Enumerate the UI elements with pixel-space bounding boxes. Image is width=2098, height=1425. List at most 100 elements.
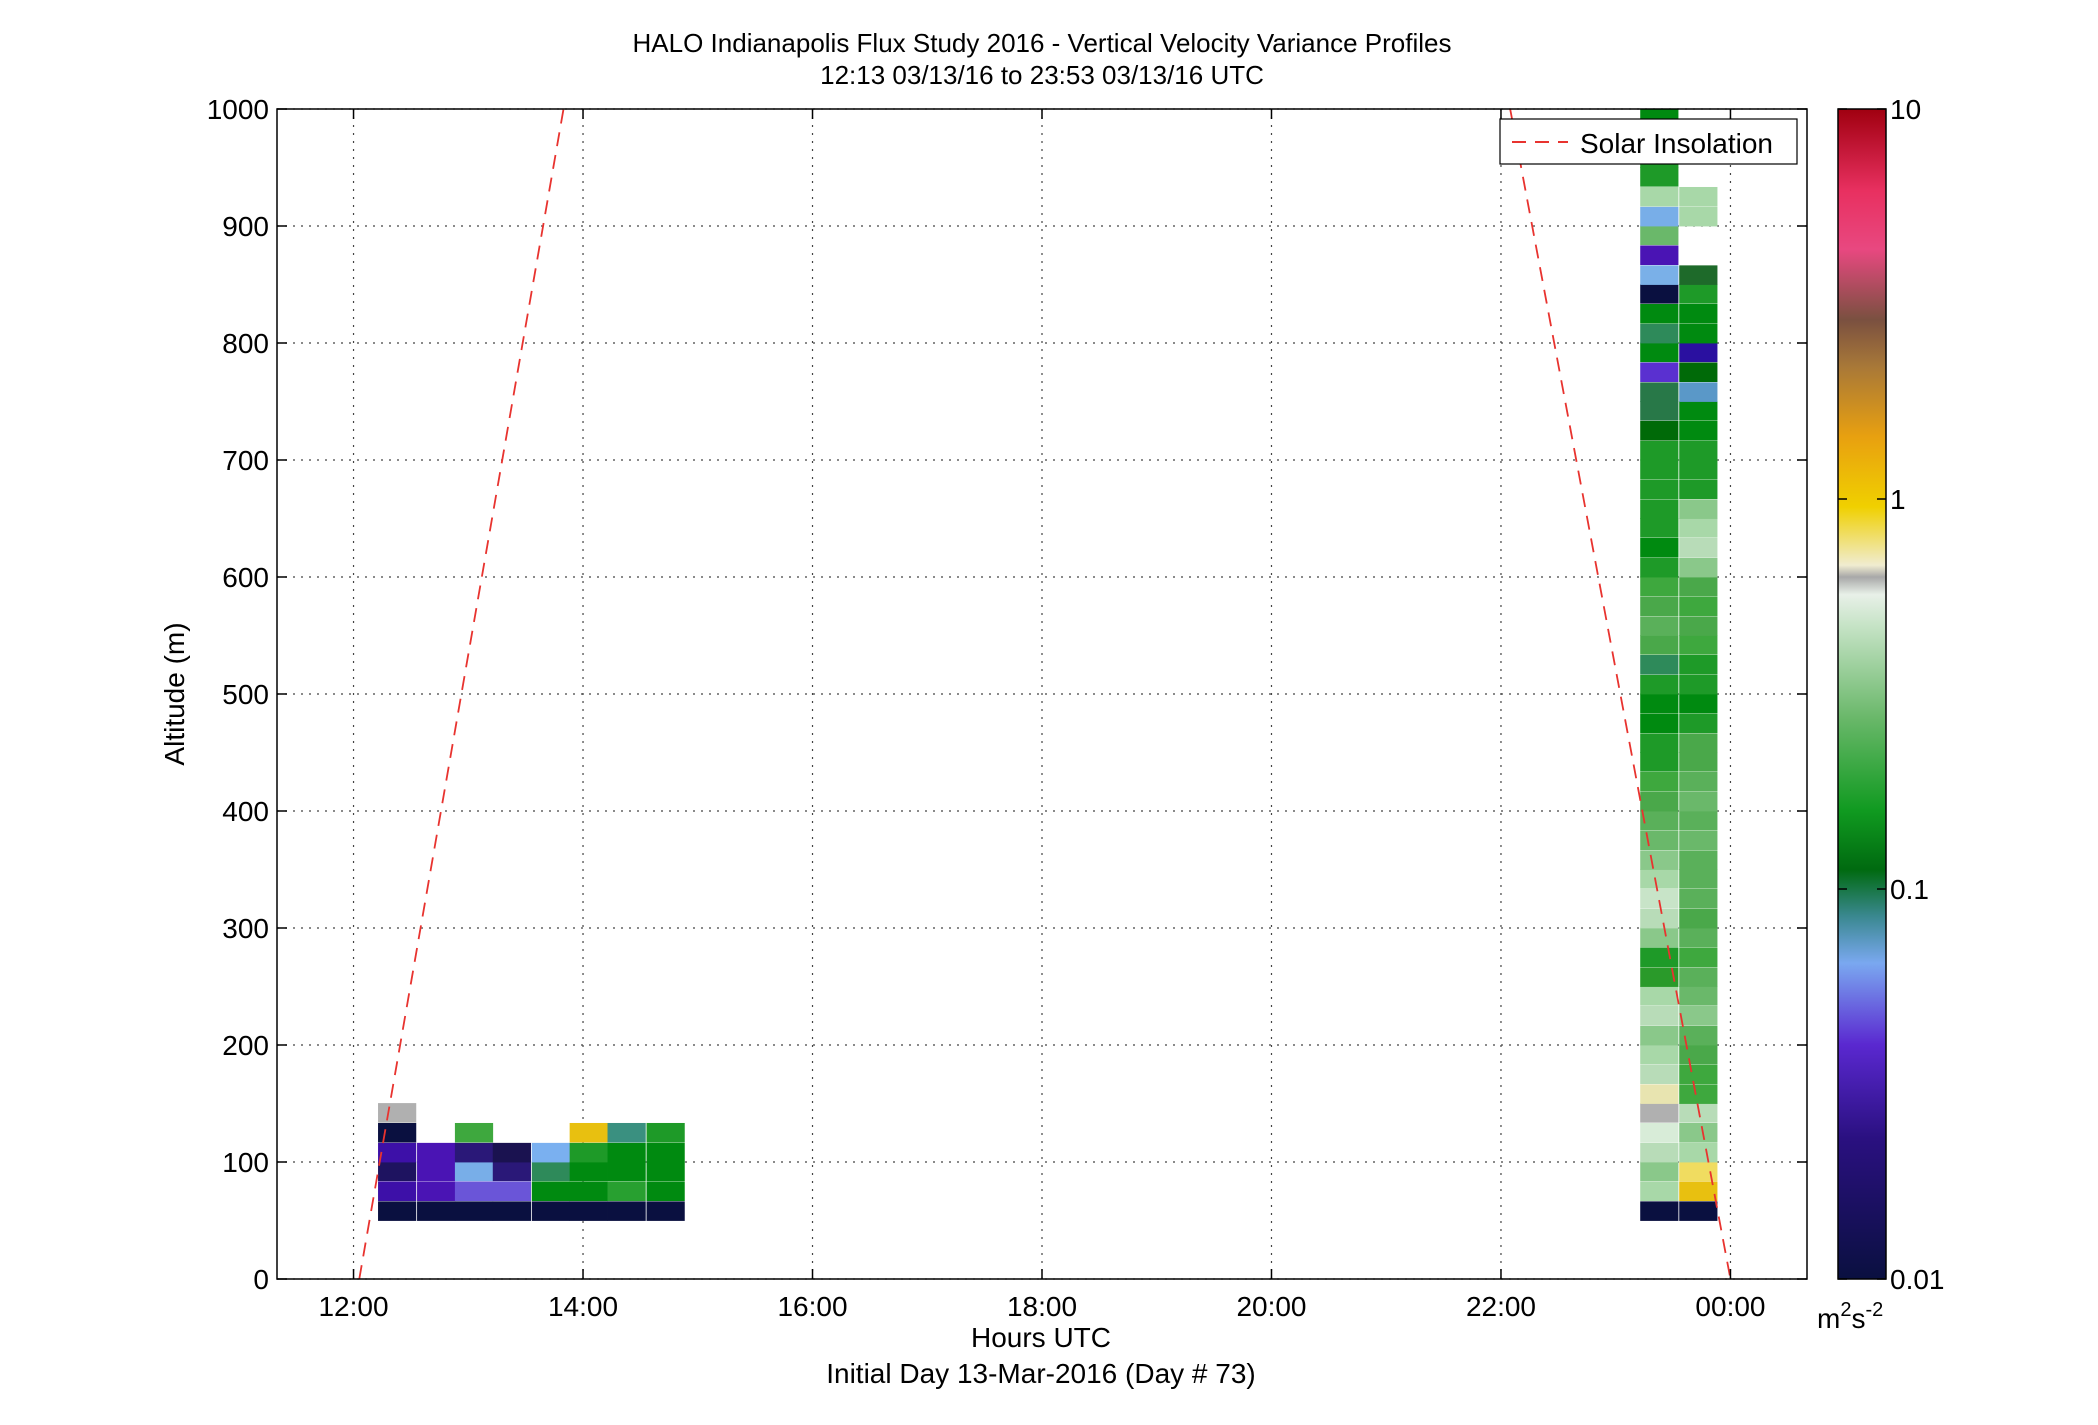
- heatmap-cell-4-3: [531, 1142, 570, 1163]
- heatmap-cell-9-48: [1679, 265, 1718, 285]
- heatmap-cell-9-31: [1679, 596, 1718, 617]
- heatmap-cell-9-13: [1679, 947, 1718, 968]
- heatmap-cell-8-29: [1640, 635, 1679, 655]
- heatmap-cell-8-5: [1640, 1103, 1679, 1123]
- heatmap-cell-8-21: [1640, 791, 1679, 812]
- heatmap-cell-9-24: [1679, 733, 1718, 753]
- colorbar-ticks: 0.01 0.1 1 10: [1838, 94, 1945, 1295]
- heatmap-cell-9-21: [1679, 791, 1718, 812]
- heatmap-cell-9-36: [1679, 499, 1718, 519]
- heatmap-cell-8-37: [1640, 479, 1679, 500]
- x-tick-label-3: 18:00: [1007, 1291, 1077, 1322]
- heatmap-cell-8-19: [1640, 830, 1679, 851]
- heatmap-cell-8-47: [1640, 284, 1679, 304]
- heatmap-cell-8-38: [1640, 459, 1679, 480]
- y-tick-label-7: 700: [222, 445, 269, 476]
- heatmap-cell-9-38: [1679, 459, 1718, 480]
- heatmap-cell-9-6: [1679, 1084, 1718, 1104]
- x-tick-labels: 12:00 14:00 16:00 18:00 20:00 22:00 00:00: [318, 1291, 1765, 1322]
- heatmap-cell-8-22: [1640, 771, 1679, 792]
- chart-title: HALO Indianapolis Flux Study 2016 - Vert…: [632, 28, 1452, 58]
- colorbar-gradient: [1838, 109, 1886, 1279]
- y-tick-label-5: 500: [222, 679, 269, 710]
- heatmap-cell-8-46: [1640, 303, 1679, 324]
- legend-box: [1499, 118, 1798, 165]
- x-tick-label-2: 16:00: [777, 1291, 847, 1322]
- heatmap-cell-8-34: [1640, 537, 1679, 558]
- heatmap-cell-2-3: [454, 1142, 494, 1163]
- solar-insolation-lines: [358, 108, 1732, 1280]
- heatmap-cell-9-10: [1679, 1005, 1718, 1026]
- heatmap-cell-9-34: [1679, 537, 1718, 558]
- heatmap-cell-9-1: [1679, 1181, 1718, 1202]
- heatmap-cell-8-41: [1640, 401, 1679, 421]
- colorbar-tick-label-2: 1: [1890, 484, 1906, 515]
- heatmap-cell-9-23: [1679, 752, 1718, 772]
- heatmap-cell-9-46: [1679, 303, 1718, 324]
- heatmap-cell-1-0: [417, 1201, 456, 1221]
- heatmap-cell-9-25: [1679, 713, 1718, 734]
- colorbar-frame: [1837, 108, 1887, 1280]
- heatmap-cell-8-17: [1640, 869, 1679, 889]
- heatmap-cell-9-40: [1679, 420, 1718, 441]
- heatmap-cell-4-2: [531, 1161, 570, 1182]
- heatmap-cell-8-2: [1640, 1161, 1679, 1182]
- y-tick-label-10: 1000: [207, 94, 269, 125]
- legend: Solar Insolation: [1499, 118, 1798, 165]
- heatmap-cell-5-4: [569, 1122, 608, 1143]
- heatmap-cell-9-43: [1679, 362, 1718, 383]
- heatmap-cell-9-42: [1679, 382, 1718, 402]
- x-tick-label-6: 00:00: [1695, 1291, 1765, 1322]
- heatmap-cell-9-22: [1679, 771, 1718, 792]
- heatmap-cell-9-49: [1679, 206, 1718, 227]
- heatmap-cell-8-3: [1640, 1142, 1679, 1163]
- heatmap-cell-9-47: [1679, 284, 1718, 304]
- heatmap-cell-1-2: [417, 1161, 456, 1182]
- heatmap-cell-8-16: [1640, 888, 1679, 909]
- heatmap-cell-6-1: [607, 1181, 646, 1202]
- y-tick-label-4: 400: [222, 796, 269, 827]
- heatmap-cell-3-1: [492, 1181, 531, 1202]
- heatmap-cells: [378, 108, 1718, 1221]
- heatmap-cell-8-8: [1640, 1044, 1679, 1065]
- heatmap-cell-7-1: [646, 1181, 685, 1202]
- heatmap-cell-9-7: [1679, 1064, 1718, 1085]
- heatmap-cell-7-0: [646, 1201, 685, 1221]
- heatmap-cell-8-26: [1640, 693, 1679, 714]
- heatmap-cell-4-1: [531, 1181, 570, 1202]
- y-tick-labels: 0 100 200 300 400 500 600 700 800 900 1000: [207, 94, 269, 1295]
- heatmap-cell-8-28: [1640, 654, 1679, 675]
- colorbar: 0.01 0.1 1 10 m2s-2: [1817, 94, 1945, 1334]
- y-axis-label: Altitude (m): [159, 622, 190, 765]
- heatmap-cell-0-1: [378, 1181, 417, 1202]
- colorbar-tick-label-3: 10: [1890, 94, 1921, 125]
- heatmap-cell-8-18: [1640, 850, 1679, 870]
- y-tick-label-8: 800: [222, 328, 269, 359]
- heatmap-cell-9-3: [1679, 1142, 1718, 1163]
- heatmap-cell-8-33: [1640, 557, 1679, 578]
- heatmap-cell-8-48: [1640, 265, 1679, 285]
- colorbar-tick-label-0: 0.01: [1890, 1264, 1945, 1295]
- heatmap-cell-8-13: [1640, 947, 1679, 968]
- heatmap-cell-2-1: [454, 1181, 494, 1202]
- heatmap-cell-9-19: [1679, 830, 1718, 851]
- heatmap-cell-8-36: [1640, 499, 1679, 519]
- colorbar-tick-label-1: 0.1: [1890, 874, 1929, 905]
- heatmap-cell-9-29: [1679, 635, 1718, 655]
- heatmap-cell-8-9: [1640, 1025, 1679, 1046]
- heatmap-cell-9-8: [1679, 1044, 1718, 1065]
- heatmap-cell-9-45: [1679, 323, 1718, 344]
- heatmap-cell-8-11: [1640, 986, 1679, 1006]
- colorbar-unit: m2s-2: [1817, 1299, 1883, 1334]
- heatmap-cell-9-30: [1679, 616, 1718, 636]
- heatmap-cell-0-2: [378, 1161, 417, 1182]
- heatmap-cell-8-30: [1640, 616, 1679, 636]
- heatmap-cell-9-37: [1679, 479, 1718, 500]
- heatmap-cell-5-1: [569, 1181, 608, 1202]
- heatmap-cell-0-0: [378, 1201, 417, 1221]
- heatmap-cell-8-12: [1640, 967, 1679, 987]
- heatmap-cell-1-1: [417, 1181, 456, 1202]
- heatmap-cell-8-23: [1640, 752, 1679, 772]
- heatmap-cell-9-14: [1679, 927, 1718, 948]
- heatmap-cell-8-52: [1640, 186, 1679, 207]
